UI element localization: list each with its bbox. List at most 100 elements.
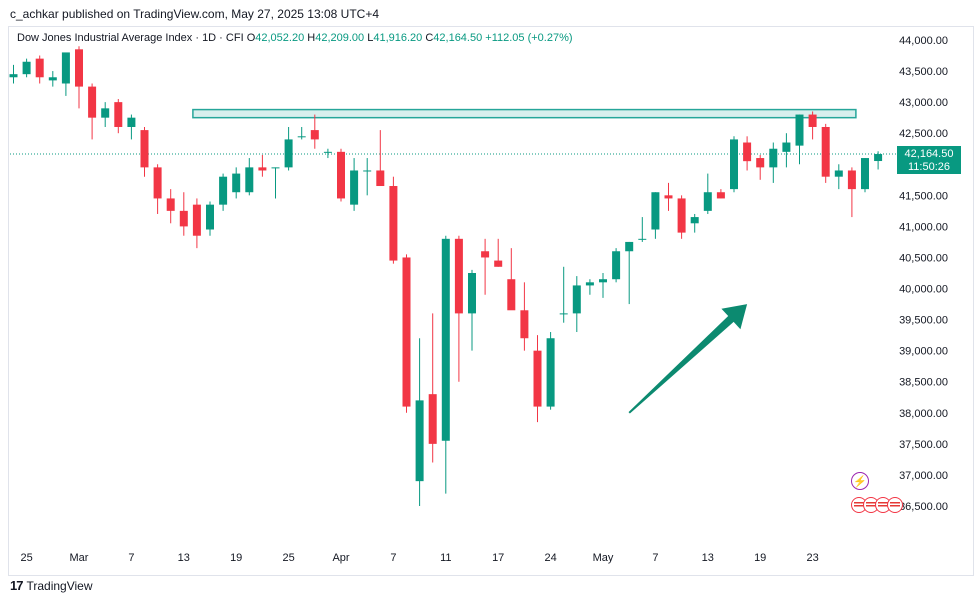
candle-body	[559, 313, 568, 315]
candle-body	[454, 238, 463, 314]
countdown-value: 11:50:26	[907, 161, 950, 173]
x-tick-label: 25	[282, 552, 294, 564]
candle-body	[101, 108, 110, 118]
candle-body	[48, 77, 57, 81]
y-tick-label: 37,500.00	[899, 439, 948, 451]
candle-body	[847, 170, 856, 190]
y-tick-label: 43,500.00	[899, 66, 948, 78]
candle-body	[376, 170, 385, 187]
candle-body	[127, 117, 136, 127]
footer: 17 TradingView	[10, 578, 93, 593]
candle-body	[206, 204, 214, 230]
candle-body	[245, 167, 254, 193]
last-price-value: 42,164.50	[904, 148, 954, 160]
candle-body	[520, 310, 529, 339]
candle-body	[834, 170, 843, 177]
candle-body	[415, 400, 424, 482]
y-tick-label: 40,000.00	[899, 284, 948, 296]
candle-body	[703, 192, 712, 211]
y-tick-label: 44,000.00	[899, 35, 948, 47]
x-tick-label: 24	[544, 552, 556, 564]
candle-body	[258, 167, 267, 171]
x-tick-label: 7	[652, 552, 658, 564]
candle-body	[297, 136, 306, 138]
candle-body	[638, 238, 647, 240]
candle-body	[546, 338, 555, 407]
candle-body	[323, 151, 332, 153]
candle-body	[572, 285, 581, 314]
x-tick-label: 17	[492, 552, 504, 564]
candle-body	[75, 49, 83, 87]
candle-body	[232, 173, 241, 193]
tradingview-logo-icon: 17	[10, 578, 24, 593]
y-tick-label: 37,000.00	[899, 470, 948, 482]
lightning-icon[interactable]: ⚡	[851, 472, 869, 490]
y-tick-label: 42,500.00	[899, 128, 948, 140]
candle-body	[337, 151, 345, 199]
y-tick-label: 36,500.00	[899, 501, 948, 513]
candle-body	[612, 251, 621, 280]
candle-body	[677, 198, 686, 233]
resistance-zone	[192, 108, 857, 119]
x-tick-label: 7	[128, 552, 134, 564]
candle-body	[468, 273, 476, 314]
y-tick-label: 40,500.00	[899, 252, 948, 264]
us-flag-icons[interactable]	[851, 497, 903, 515]
high-label: H	[307, 32, 316, 44]
x-tick-label: 19	[754, 552, 766, 564]
candle-body	[402, 257, 411, 407]
x-tick-label: 11	[440, 552, 451, 564]
candle-body	[61, 52, 70, 84]
candle-body	[664, 195, 673, 199]
candle-body	[507, 279, 516, 311]
candle-body	[533, 350, 542, 407]
x-tick-label: 7	[390, 552, 396, 564]
x-tick-label: May	[593, 552, 614, 564]
y-tick-label: 39,000.00	[899, 346, 948, 358]
open-label: O	[246, 32, 256, 44]
candle-body	[743, 142, 752, 162]
x-tick-label: 23	[806, 552, 818, 564]
candle-body	[874, 154, 883, 162]
candle-body	[585, 282, 594, 286]
x-tick-label: 13	[178, 552, 190, 564]
candle-body	[441, 238, 450, 441]
us-flag-icon[interactable]	[887, 497, 903, 513]
candle-body	[782, 142, 791, 152]
candle-body	[756, 158, 765, 168]
candle-body	[22, 61, 31, 75]
candle-body	[625, 241, 634, 252]
candle-body	[192, 204, 201, 236]
candle-body	[690, 217, 699, 224]
last-price-tag: 42,164.50 11:50:26	[897, 146, 961, 174]
candle-body	[88, 86, 97, 118]
candle-body	[179, 210, 188, 227]
high-value: 42,209.00	[315, 32, 365, 44]
candle-body	[481, 251, 490, 258]
low-label: L	[367, 32, 374, 44]
y-tick-label: 38,500.00	[899, 377, 948, 389]
candle-body	[35, 58, 44, 78]
x-tick-label: 25	[20, 552, 32, 564]
candle-body	[153, 167, 162, 199]
candle-body	[350, 170, 359, 205]
candle-body	[716, 192, 725, 199]
publisher-line: c_achkar published on TradingView.com, M…	[10, 7, 379, 21]
candle-body	[651, 192, 660, 230]
x-tick-label: Mar	[70, 552, 89, 564]
candle-body	[795, 114, 804, 146]
candle-body	[730, 139, 738, 190]
y-tick-label: 38,000.00	[899, 408, 948, 420]
candle-body	[284, 139, 293, 168]
x-tick-label: 19	[230, 552, 242, 564]
footer-brand: TradingView	[26, 578, 93, 593]
y-tick-label: 43,000.00	[899, 97, 948, 109]
close-value: 42,164.50	[433, 32, 483, 44]
candle-body	[769, 148, 778, 168]
candle-body	[166, 198, 175, 211]
candle-body	[114, 102, 123, 127]
y-tick-label: 41,500.00	[899, 190, 948, 202]
candle-body	[861, 158, 869, 190]
close-label: C	[425, 32, 434, 44]
